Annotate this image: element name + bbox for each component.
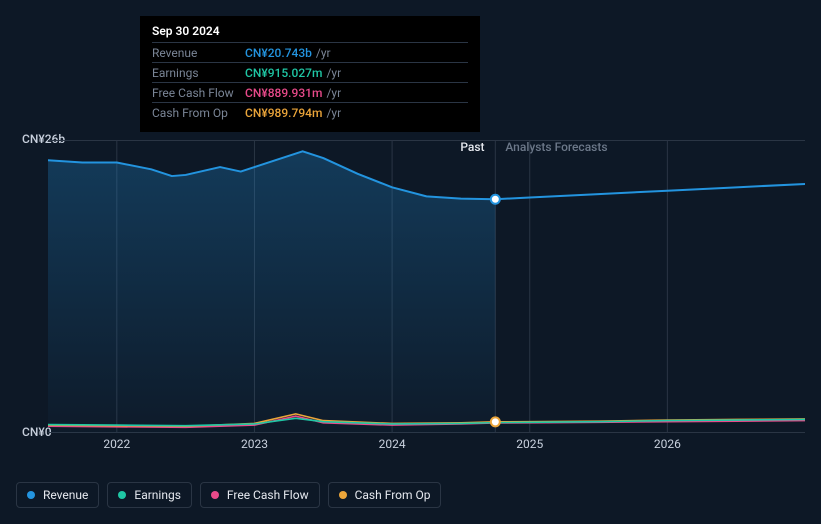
tooltip-unit: /yr [326, 106, 341, 120]
tooltip-label: Cash From Op [152, 106, 245, 120]
x-tick: 2025 [516, 437, 543, 451]
legend-dot-icon [211, 491, 219, 499]
chart-tooltip: Sep 30 2024 RevenueCN¥20.743b/yrEarnings… [140, 16, 480, 132]
chart: CN¥26b CN¥0 Past Analysts Forecasts 2022… [16, 125, 805, 465]
tooltip-date: Sep 30 2024 [152, 24, 468, 42]
legend-label: Cash From Op [355, 488, 431, 502]
tooltip-row: Cash From OpCN¥989.794m/yr [152, 102, 468, 122]
tooltip-value: CN¥889.931m [245, 86, 322, 100]
legend-label: Free Cash Flow [227, 488, 309, 502]
chart-plot[interactable] [48, 140, 805, 433]
tooltip-row: RevenueCN¥20.743b/yr [152, 42, 468, 62]
tooltip-value: CN¥989.794m [245, 106, 322, 120]
x-tick: 2026 [654, 437, 681, 451]
tooltip-unit: /yr [326, 86, 341, 100]
tooltip-row: Free Cash FlowCN¥889.931m/yr [152, 82, 468, 102]
tooltip-label: Free Cash Flow [152, 86, 245, 100]
legend-item-earnings[interactable]: Earnings [107, 482, 192, 508]
legend-dot-icon [339, 491, 347, 499]
legend-dot-icon [118, 491, 126, 499]
tooltip-value: CN¥915.027m [245, 66, 322, 80]
x-axis: 2022 2023 2024 2025 2026 [48, 437, 805, 453]
x-tick: 2024 [379, 437, 406, 451]
x-tick: 2023 [241, 437, 268, 451]
tooltip-label: Earnings [152, 66, 245, 80]
x-tick: 2022 [103, 437, 130, 451]
legend-item-revenue[interactable]: Revenue [16, 482, 99, 508]
legend-label: Earnings [134, 488, 181, 502]
tooltip-unit: /yr [326, 66, 341, 80]
tooltip-unit: /yr [316, 46, 331, 60]
legend-label: Revenue [43, 488, 88, 502]
tooltip-label: Revenue [152, 46, 245, 60]
legend-item-fcf[interactable]: Free Cash Flow [200, 482, 320, 508]
legend-dot-icon [27, 491, 35, 499]
legend-item-cfo[interactable]: Cash From Op [328, 482, 442, 508]
tooltip-value: CN¥20.743b [245, 46, 312, 60]
tooltip-row: EarningsCN¥915.027m/yr [152, 62, 468, 82]
legend: Revenue Earnings Free Cash Flow Cash From O… [16, 482, 441, 508]
